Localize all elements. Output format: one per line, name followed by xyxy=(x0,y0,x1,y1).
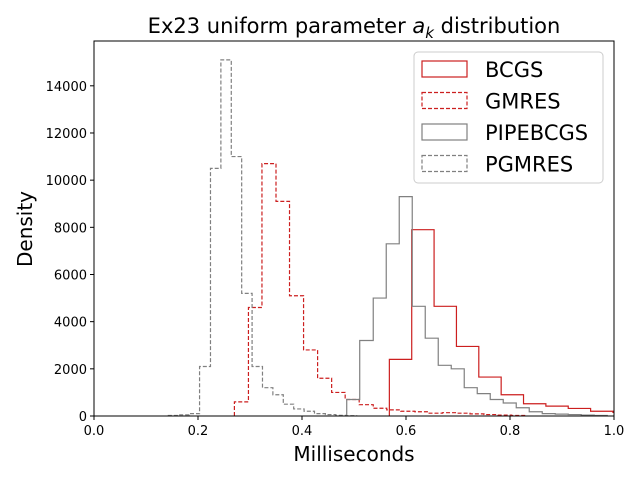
series-bcgs xyxy=(388,229,630,416)
series-pgmres-bin xyxy=(231,157,241,416)
series-pipebcgs-outline xyxy=(346,196,608,416)
plot-frame xyxy=(93,40,615,417)
series-pipebcgs-bin xyxy=(477,394,490,416)
series-pgmres-bin xyxy=(210,168,220,416)
series-pgmres-bin xyxy=(304,411,314,416)
series-pgmres-bin xyxy=(200,366,211,416)
series-pgmres-bin xyxy=(273,395,283,416)
series-pgmres-bin xyxy=(252,366,262,416)
series-pipebcgs-bin xyxy=(490,399,503,416)
series-layer xyxy=(167,59,630,416)
series-pipebcgs-bin xyxy=(529,412,542,416)
series-gmres-bin xyxy=(304,350,318,416)
x-tick-label: 0.4 xyxy=(292,424,313,439)
x-tick-label: 0.0 xyxy=(84,424,105,439)
y-tick-label: 8000 xyxy=(54,221,87,236)
x-tick-label: 0.8 xyxy=(500,424,521,439)
y-tick-label: 10000 xyxy=(46,174,87,189)
series-gmres-bin xyxy=(290,296,304,416)
series-pgmres-bin xyxy=(221,60,231,416)
series-pipebcgs xyxy=(346,196,608,416)
legend-pipebcgs-swatch xyxy=(421,123,468,141)
chart-title: Ex23 uniform parameter ak distribution xyxy=(148,14,561,42)
series-bcgs-bin xyxy=(613,412,630,416)
series-gmres-outline xyxy=(233,163,527,416)
legend-pgmres-label: PGMRES xyxy=(485,153,573,177)
series-pipebcgs-bin xyxy=(516,408,529,416)
legend: BCGS GMRES PIPEBCGS PGMRES xyxy=(413,51,604,184)
x-tick-label: 0.2 xyxy=(188,424,209,439)
x-tick-label: 1.0 xyxy=(604,424,625,439)
y-tick-label: 4000 xyxy=(54,316,87,331)
series-pipebcgs-bin xyxy=(464,388,477,416)
series-pgmres-bin xyxy=(262,388,272,416)
series-pipebcgs-bin xyxy=(347,399,360,416)
y-tick-label: 6000 xyxy=(54,268,87,283)
y-tick-label: 12000 xyxy=(46,127,87,142)
series-gmres-bin xyxy=(318,378,332,416)
legend-frame xyxy=(413,51,604,184)
legend-pgmres-swatch xyxy=(421,154,468,173)
series-pipebcgs-bin xyxy=(399,197,412,416)
series-pipebcgs-bin xyxy=(425,338,438,416)
series-pipebcgs-bin xyxy=(451,369,464,416)
y-tick-label: 2000 xyxy=(54,363,87,378)
series-pipebcgs-bin xyxy=(438,365,451,416)
x-axis-label: Milliseconds xyxy=(293,442,414,466)
series-pgmres-outline xyxy=(167,59,358,416)
series-pipebcgs-bin xyxy=(412,306,425,416)
series-gmres xyxy=(233,163,527,416)
legend-bcgs-label: BCGS xyxy=(485,58,543,82)
legend-gmres-label: GMRES xyxy=(485,90,561,114)
series-pipebcgs-bin xyxy=(386,244,399,416)
series-pipebcgs-bin xyxy=(373,298,386,416)
series-pipebcgs-bin xyxy=(503,403,516,416)
y-tick-label: 0 xyxy=(79,410,87,425)
x-axis: 0.0 0.2 0.4 0.6 0.8 1.0 xyxy=(84,416,625,439)
series-pipebcgs-bin xyxy=(360,341,374,416)
series-bcgs-outline xyxy=(388,229,614,416)
series-pgmres-bin xyxy=(242,293,252,416)
series-pgmres-bin xyxy=(283,404,293,416)
series-gmres-bin xyxy=(276,201,290,416)
y-tick-label: 14000 xyxy=(46,80,87,95)
legend-gmres-swatch xyxy=(421,91,468,110)
y-axis-label: Density xyxy=(13,191,37,267)
x-tick-label: 0.6 xyxy=(396,424,417,439)
series-pgmres-bin xyxy=(294,409,304,416)
series-gmres-bin xyxy=(262,164,276,416)
series-pgmres xyxy=(167,59,358,416)
y-axis: 0 2000 4000 6000 8000 10000 12000 14000 xyxy=(46,80,94,425)
legend-bcgs-swatch xyxy=(421,60,468,78)
legend-pipebcgs-label: PIPEBCGS xyxy=(485,121,588,145)
series-gmres-bin xyxy=(332,392,346,416)
